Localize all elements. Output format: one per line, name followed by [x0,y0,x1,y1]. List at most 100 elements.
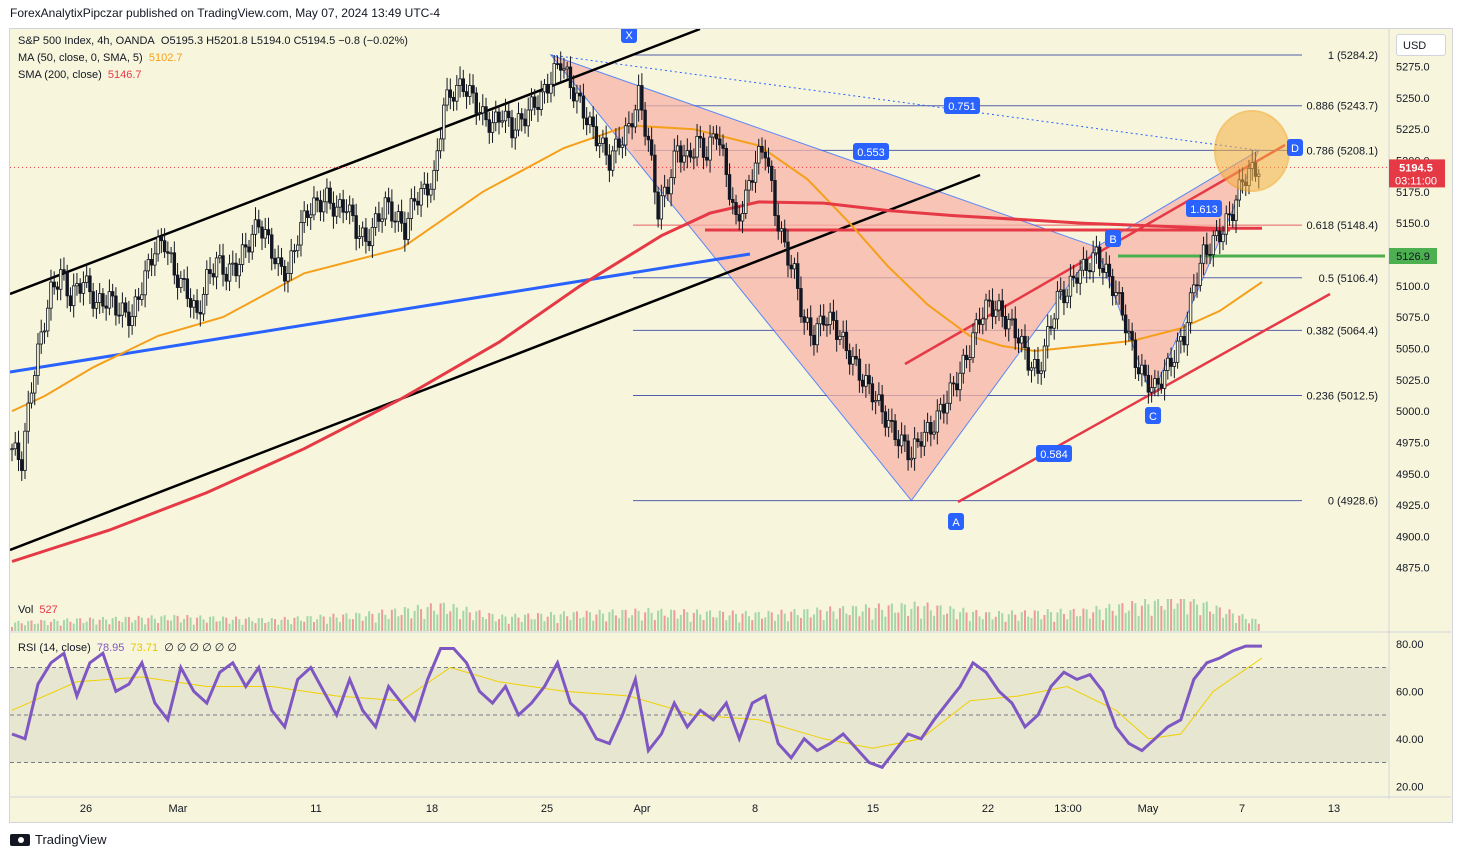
upper-channel-line [10,29,701,296]
volume-bar [699,614,702,631]
candle-body [257,219,261,228]
volume-bar [838,608,841,631]
candle-body [325,187,329,203]
time-tick-label: Apr [633,803,650,815]
candle-body [497,111,501,123]
candle-body [448,89,453,98]
candle-body [175,274,180,288]
legend-rsi-tail: ∅ ∅ ∅ ∅ ∅ ∅ [164,642,237,654]
candle-body [286,273,290,282]
candle-body [1169,357,1173,367]
legend-rsi[interactable]: RSI (14, close) 78.95 73.71 ∅ ∅ ∅ ∅ ∅ ∅ [18,641,237,654]
candle-body [461,78,465,93]
candle-body [578,92,582,97]
candle-body [627,123,631,127]
price-pane[interactable]: 1 (5284.2) 0.886 (5243.7) 0.786 (5208.1) 0.… [10,26,1388,599]
volume-bar [1248,623,1251,631]
candle-body [1218,230,1222,243]
candle-body [26,402,30,432]
candle-body [49,281,53,309]
volume-bar [985,612,988,631]
currency-selector[interactable]: USD [1396,34,1446,56]
fib-level-label: 0.236 (5012.5) [1306,390,1378,402]
time-axis[interactable]: 26 Mar 11 18 25 Apr 8 15 22 13:00 May 7 13 [10,796,1451,820]
candle-body [198,312,203,315]
volume-bar [1105,608,1108,631]
candle-body [253,219,258,235]
candle-body [815,323,819,346]
candle-body [698,135,703,139]
candle-body [1175,340,1180,363]
legend-volume[interactable]: Vol 527 [18,604,58,616]
candle-body [20,459,24,471]
candle-body [1123,314,1128,334]
candle-body [16,442,21,461]
pattern-point-b: B [1109,234,1116,246]
candle-body [305,210,310,218]
tradingview-footer[interactable]: TradingView [10,832,107,847]
volume-bar [69,621,72,631]
candle-body [292,250,297,253]
candle-body [1149,387,1154,393]
volume-bar [848,615,851,631]
candle-body [633,109,638,128]
candle-body [39,331,43,345]
candle-body [166,251,170,254]
candle-body [260,226,264,239]
candle-body [1201,244,1206,264]
volume-bar [1124,612,1127,631]
legend-ohlc: O5195.3 H5201.8 L5194.0 C5194.5 −0.8 (−0… [160,35,408,47]
volume-bar [433,610,436,631]
candle-body [302,210,306,223]
volume-bar [845,613,848,631]
volume-bar [851,605,854,631]
volume-bar [637,610,640,631]
candle-body [192,300,196,308]
candle-body [432,170,436,190]
volume-bar [1140,605,1143,631]
candle-body [84,275,89,283]
candle-body [510,117,514,139]
candle-body [1023,335,1027,348]
legend-vol-value: 527 [39,604,58,616]
volume-bar [530,619,533,631]
candle-body [1182,336,1186,346]
candle-body [880,394,884,413]
candle-body [935,410,940,433]
volume-bar [650,612,653,631]
volume-bar [212,616,215,631]
legend-sma200[interactable]: SMA (200, close) 5146.7 [18,69,142,81]
candle-body [344,211,349,214]
volume-bar [40,619,43,631]
price-axis[interactable]: 5275.05250.05225.05200.05175.05150.05125… [1388,29,1451,799]
candle-body [273,257,277,265]
time-tick-label: 15 [867,803,879,815]
candle-body [1114,292,1118,297]
candle-body [1071,275,1076,279]
candle-body [1052,318,1056,329]
candle-body [1185,322,1190,346]
legend-rsi-label: RSI (14, close) [18,642,91,654]
pattern-point-a-bg [948,513,964,530]
candle-body [140,294,144,300]
legend-ma50[interactable]: MA (50, close, 0, SMA, 5) 5102.7 [18,52,183,64]
volume-bar [783,613,786,631]
volume-bar [748,616,751,631]
volume-bar [1033,610,1036,631]
upper-red-channel [904,143,1286,366]
rsi-pane[interactable] [10,632,1388,792]
candle-body [1026,347,1030,371]
candle-body [136,296,141,300]
candle-body [211,273,215,278]
volume-bar [371,613,374,631]
candle-body [1075,277,1079,284]
volume-bar [991,619,994,631]
volume-bar [549,611,552,631]
volume-bar [472,620,475,631]
candle-body [672,150,677,179]
candle-body [1088,270,1092,273]
candle-body [656,191,660,220]
candle-body [393,220,397,223]
fib-level-label: 0 (4928.6) [1328,496,1378,508]
